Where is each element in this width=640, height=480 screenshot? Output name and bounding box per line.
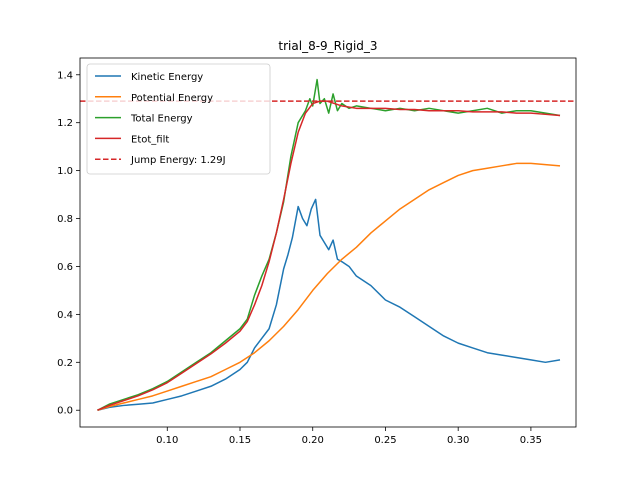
legend-label: Jump Energy: 1.29J [130, 155, 226, 166]
legend-box [86, 63, 271, 175]
x-tick-label: 0.25 [374, 435, 396, 446]
legend-label: Kinetic Energy [131, 72, 203, 83]
x-tick-label: 0.35 [520, 435, 542, 446]
y-tick-label: 0.2 [57, 358, 73, 369]
legend-label: Etot_filt [131, 134, 169, 145]
legend-label: Potential Energy [131, 93, 213, 104]
plot-area: 0.10 0.15 0.20 0.25 0.30 0.35 0.0 0.2 0.4 0.6 0.8 1… [57, 57, 577, 446]
legend: Kinetic Energy Potential Energy Total Ener… [86, 63, 271, 175]
series-line-total-energy [97, 78, 561, 411]
y-tick-label: 0.4 [57, 310, 73, 321]
series-line-etot-filt [97, 100, 561, 411]
legend-label: Total Energy [130, 114, 193, 125]
series-line-potential-energy [97, 162, 561, 411]
series-line-kinetic-energy [97, 198, 561, 411]
y-tick-label: 1.2 [57, 118, 73, 129]
y-tick-label: 1.0 [57, 166, 73, 177]
y-tick-label: 0.0 [57, 406, 73, 417]
chart-title: trial_8-9_Rigid_3 [278, 39, 377, 53]
y-tick-label: 0.8 [57, 214, 73, 225]
axes-frame [79, 57, 577, 428]
x-tick-label: 0.20 [302, 435, 324, 446]
x-tick-label: 0.15 [229, 435, 251, 446]
x-tick-label: 0.30 [447, 435, 469, 446]
y-tick-label: 0.6 [57, 262, 73, 273]
x-tick-label: 0.10 [156, 435, 178, 446]
y-tick-label: 1.4 [57, 70, 73, 81]
